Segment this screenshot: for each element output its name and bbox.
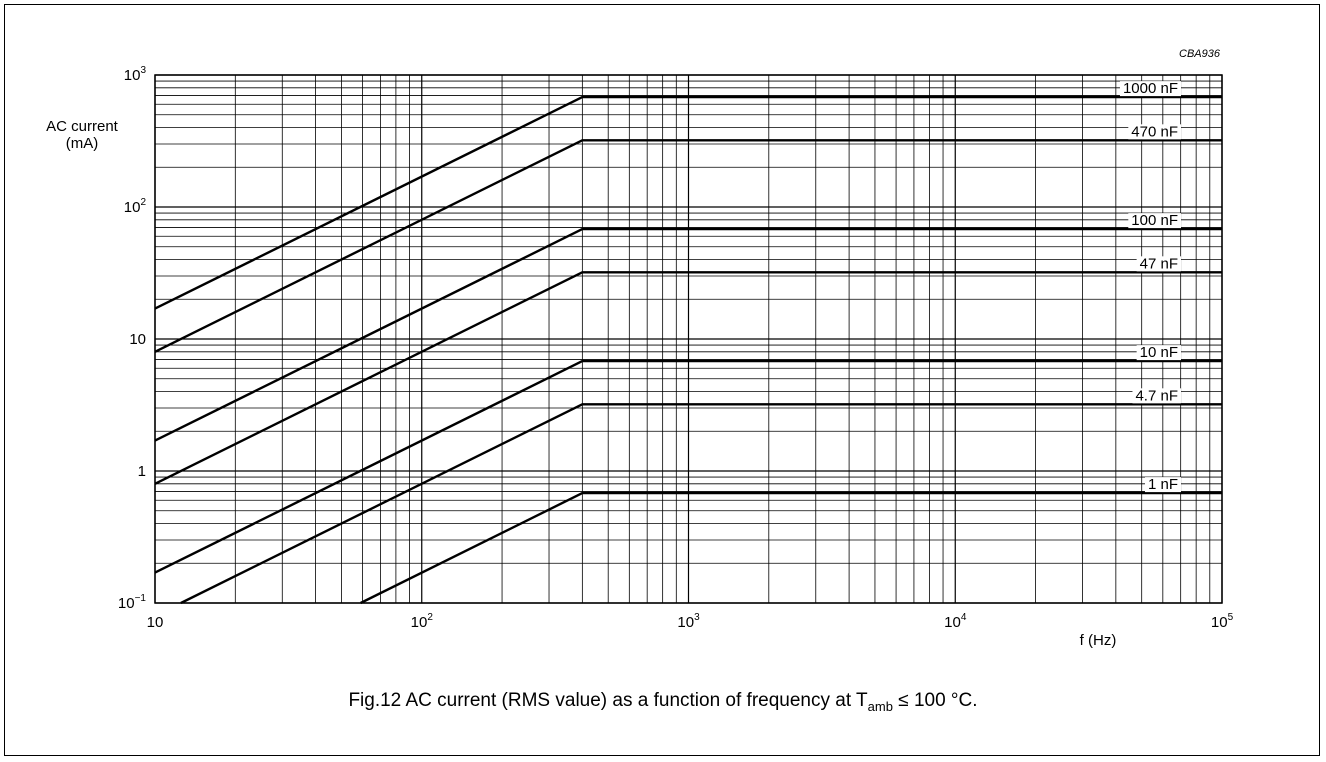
series-label-background [1136,256,1181,272]
series-label-background [1128,213,1181,229]
chart-grid [154,74,1223,604]
plot-border [154,74,1223,604]
series-label-background [1144,477,1181,493]
series-label: 1 nF [1148,476,1178,493]
series-line [360,491,1222,605]
y-tick-label: 10 [129,331,146,348]
series-label: 470 nF [1131,123,1178,140]
series-label: 100 nF [1131,212,1178,229]
series-line [154,139,1222,353]
caption-suffix: ≤ 100 °C. [892,690,978,711]
series-label: 4.7 nF [1135,387,1178,404]
series-line [180,403,1222,605]
figure-frame [4,4,1320,756]
y-tick-label: 102 [124,197,147,216]
series-line [154,359,1222,574]
series-label: 10 nF [1140,344,1178,361]
x-tick-label: 10 [147,614,164,631]
chart-labels: 10 102 103 104 105 10−1 1 10 102 103 [118,65,1234,631]
series-line [154,95,1222,310]
series-label-background [1132,388,1181,404]
y-axis-label-line2: (mA) [66,135,99,152]
y-tick-label: 103 [124,65,147,84]
series-line [154,227,1222,442]
series-line [154,271,1222,485]
y-tick-label: 1 [138,463,146,480]
y-tick-label: 10−1 [118,593,147,612]
series-label: 47 nF [1140,255,1178,272]
caption-subscript: amb [867,698,893,714]
series-label-background [1128,124,1181,140]
y-axis-label-line1: AC current [46,118,119,135]
figure-caption: Fig.12 AC current (RMS value) as a funct… [0,690,1326,714]
x-tick-label: 103 [677,612,700,631]
series-label: 1000 nF [1123,80,1178,97]
x-tick-label: 104 [944,612,967,631]
chart-series: 1000 nF 470 nF 100 nF 47 nF 10 nF 4.7 nF 1 nF [154,80,1222,605]
x-tick-label: 102 [411,612,434,631]
x-tick-label: 105 [1211,612,1234,631]
series-label-background [1119,81,1181,97]
figure-code: CBA936 [1179,48,1221,60]
x-axis-label: f (Hz) [1080,632,1117,649]
series-label-background [1136,345,1181,361]
caption-prefix: Fig.12 AC current (RMS value) as a funct… [348,690,868,711]
